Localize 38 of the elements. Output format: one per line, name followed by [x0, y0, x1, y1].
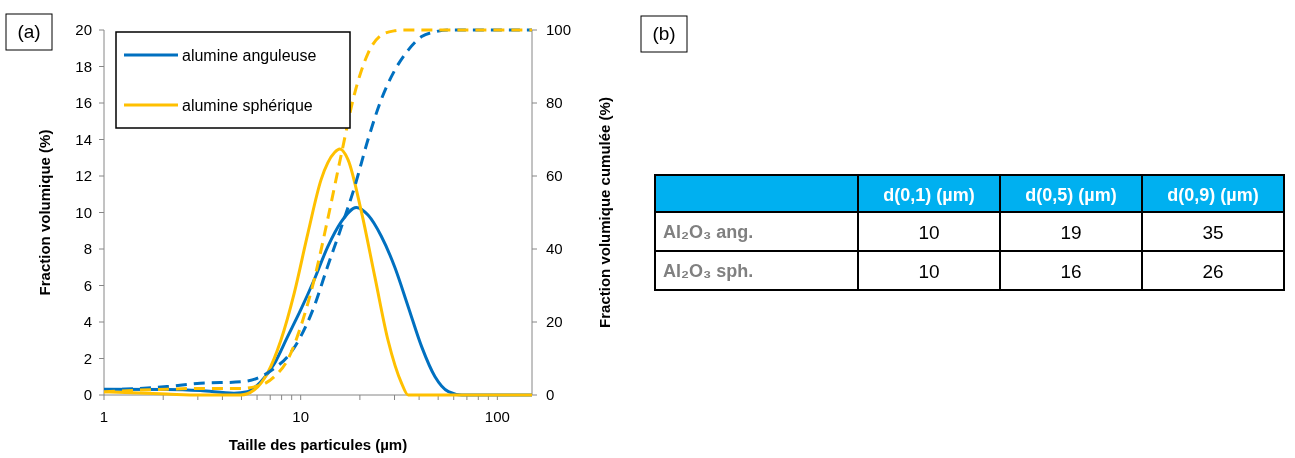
- category-label: Al₂O₃ ang.: [663, 222, 754, 242]
- text: 35: [1202, 222, 1224, 243]
- category-label: Al₂O₃ sph.: [663, 261, 754, 281]
- category-label: d(0,9) (µm): [1167, 185, 1259, 205]
- legend-label: alumine anguleuse: [182, 47, 317, 64]
- y2-tick-label: 60: [546, 167, 563, 184]
- x-tick-label: 10: [292, 408, 310, 425]
- y2-tick-label: 80: [546, 94, 563, 111]
- y-tick-label: 4: [83, 313, 92, 330]
- category-label: d(0,5) (µm): [1025, 185, 1117, 205]
- y2-tick-label: 100: [546, 21, 572, 38]
- y-tick-label: 18: [75, 57, 92, 75]
- y-tick-label: 20: [75, 21, 92, 38]
- x-axis-title: Taille des particules (µm): [228, 436, 408, 453]
- chart-title: (a): [17, 21, 41, 42]
- x-tick-label: 1: [99, 408, 109, 425]
- y-tick-label: 12: [75, 167, 92, 184]
- y-tick-label: 10: [75, 203, 92, 221]
- category-label: d(0,1) (µm): [883, 185, 975, 205]
- text: 10: [918, 222, 940, 243]
- y-tick-label: 8: [83, 240, 92, 257]
- y2-tick-label: 20: [546, 313, 563, 330]
- text: (b): [652, 23, 676, 44]
- y-axis-title: Fraction volumique (%): [36, 129, 53, 296]
- y-tick-label: 6: [83, 276, 92, 294]
- y-tick-label: 0: [83, 386, 92, 403]
- x-tick-label: 100: [484, 408, 510, 425]
- y2-tick-label: 0: [546, 386, 555, 403]
- text: 19: [1060, 222, 1082, 243]
- y2-axis-title: Fraction volumique cumulée (%): [596, 97, 613, 328]
- legend-label: alumine sphérique: [182, 97, 313, 114]
- y2-tick-label: 40: [546, 240, 563, 257]
- text: 16: [1060, 261, 1082, 282]
- y-tick-label: 14: [75, 130, 92, 148]
- y-tick-label: 2: [83, 349, 92, 367]
- text: 10: [918, 261, 940, 282]
- text: 26: [1202, 261, 1224, 282]
- y-tick-label: 16: [75, 94, 92, 111]
